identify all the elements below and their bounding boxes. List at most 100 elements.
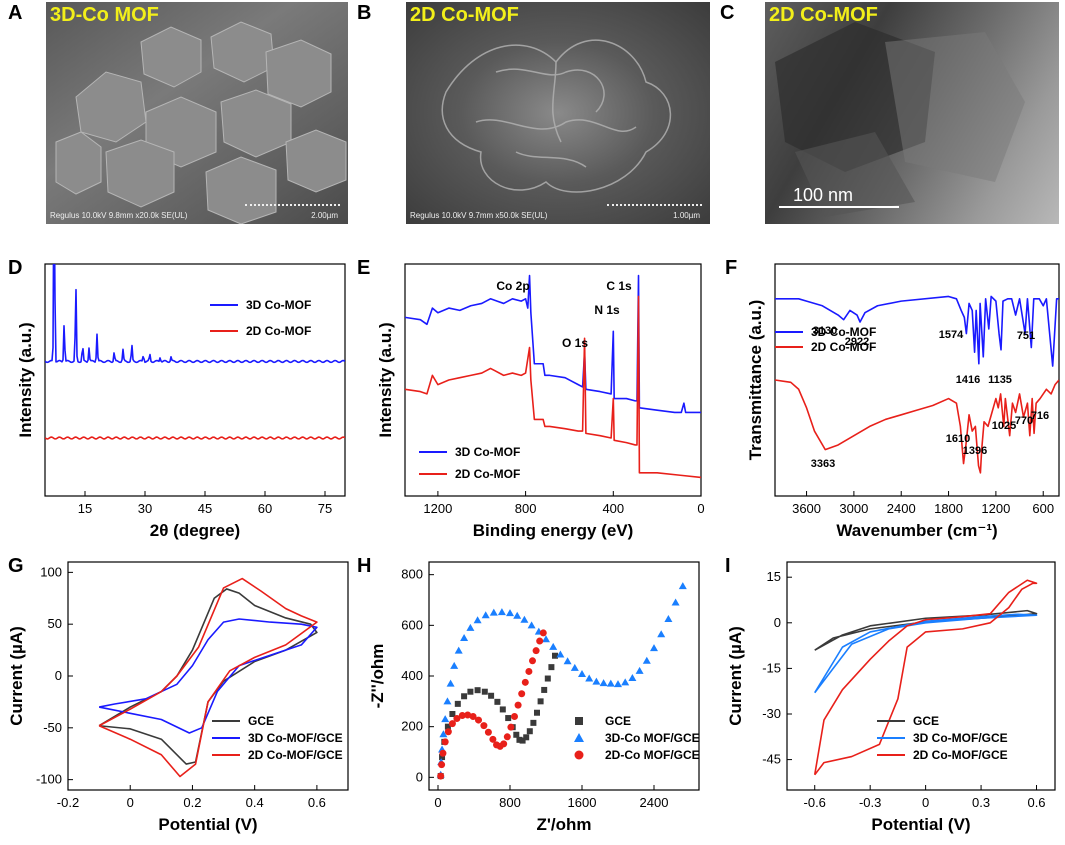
peak-annotation: 716 — [1031, 410, 1049, 422]
peak-annotation: C 1s — [606, 279, 632, 293]
data-point — [438, 761, 446, 769]
data-point — [503, 733, 511, 741]
x-tick-label: 75 — [318, 501, 332, 516]
legend-label: 2D Co-MOF — [811, 340, 876, 354]
series-line — [45, 436, 345, 440]
data-point — [526, 728, 533, 735]
x-tick-label: 2400 — [640, 795, 669, 810]
legend-marker — [575, 717, 583, 725]
data-point — [488, 692, 495, 699]
x-tick-label: 600 — [1032, 501, 1054, 516]
legend-label: 2D Co-MOF/GCE — [248, 748, 343, 762]
series-line — [98, 588, 318, 765]
plot-frame — [44, 263, 346, 497]
x-tick-label: 0 — [922, 795, 929, 810]
peak-annotation: O 1s — [562, 336, 588, 350]
legend-label: 3D Co-MOF — [246, 298, 311, 312]
x-axis-label: Wavenumber (cm⁻¹) — [836, 521, 997, 540]
data-point — [628, 674, 637, 682]
data-point — [507, 723, 515, 731]
data-point — [439, 730, 448, 738]
data-point — [664, 615, 673, 622]
panel-letter-a: A — [8, 2, 23, 24]
series-group — [98, 577, 318, 778]
x-tick-label: 0 — [697, 501, 704, 516]
data-point — [467, 688, 474, 695]
data-point — [443, 697, 452, 705]
data-point — [461, 693, 468, 700]
data-point — [449, 711, 456, 717]
data-point — [585, 674, 594, 682]
y-axis-label: Current (µA) — [726, 626, 745, 726]
x-tick-label: 2400 — [887, 501, 916, 516]
x-tick-label: 3000 — [839, 501, 868, 516]
x-tick-label: -0.3 — [859, 795, 881, 810]
panel-letter-e: E — [357, 257, 370, 279]
x-tick-label: 1800 — [934, 501, 963, 516]
data-point — [469, 713, 477, 721]
data-point — [519, 737, 526, 744]
series-line — [814, 609, 1038, 651]
y-tick-label: 200 — [401, 719, 423, 734]
series-line — [775, 379, 1059, 474]
peak-annotation: 1025 — [992, 420, 1016, 432]
data-point — [489, 608, 498, 616]
scale-bar — [607, 204, 702, 208]
data-point — [514, 701, 522, 709]
series-group — [436, 582, 687, 780]
data-point — [444, 728, 452, 736]
scale-label: 100 nm — [793, 185, 854, 205]
y-tick-label: -50 — [43, 720, 62, 735]
peak-annotation: 3130 — [813, 325, 837, 337]
panel-letter-h: H — [357, 555, 371, 577]
legend-label: 2D-Co MOF/GCE — [605, 748, 700, 762]
sem-crystals-illustration — [55, 21, 347, 224]
panel-letter-c: C — [720, 2, 735, 24]
data-point — [500, 740, 508, 748]
data-point — [527, 621, 536, 629]
x-axis-label: Potential (V) — [871, 815, 970, 834]
data-point — [454, 700, 461, 707]
data-point — [621, 678, 630, 686]
x-tick-label: 0.4 — [246, 795, 264, 810]
y-tick-label: 15 — [767, 569, 781, 584]
micrograph-title: 2D Co-MOF — [769, 4, 878, 26]
sem-info: Regulus 10.0kV 9.7mm x50.0k SE(UL) — [410, 211, 548, 220]
y-axis-label: Current (µA) — [7, 626, 26, 726]
data-point — [678, 582, 687, 590]
data-point — [450, 661, 459, 669]
x-tick-label: 15 — [78, 501, 92, 516]
panel-letter-d: D — [8, 257, 22, 279]
x-tick-label: 30 — [138, 501, 152, 516]
data-point — [453, 715, 461, 723]
data-point — [473, 616, 482, 624]
data-point — [484, 728, 492, 736]
sem-info: Regulus 10.0kV 9.8mm x20.0k SE(UL) — [50, 211, 188, 220]
y-tick-label: -30 — [762, 706, 781, 721]
series-group — [813, 579, 1038, 776]
x-tick-label: 0.2 — [183, 795, 201, 810]
data-point — [505, 715, 512, 722]
data-point — [454, 646, 463, 654]
x-tick-label: -0.6 — [804, 795, 826, 810]
data-point — [537, 698, 544, 705]
x-tick-label: 800 — [515, 501, 537, 516]
data-point — [458, 712, 466, 720]
data-point — [494, 698, 501, 705]
x-axis-label: Z'/ohm — [536, 815, 591, 834]
legend-label: 3D Co-MOF/GCE — [248, 731, 343, 745]
series-line — [775, 295, 1059, 367]
data-point — [544, 675, 551, 682]
data-point — [548, 664, 555, 671]
ftir-chart: F 3600 3000 2400 1800 1200 600 Wavenumber (cm⁻¹… — [725, 257, 1060, 540]
sem-image-3d-co-mof: 3D-Co MOF Regulus 10.0kV 9.8mm x20.0k SE… — [46, 2, 348, 224]
data-point — [657, 630, 666, 638]
y-tick-label: -15 — [762, 660, 781, 675]
y-tick-label: 0 — [774, 615, 781, 630]
xrd-chart: D 15 30 45 60 75 2θ (degree) Intensity (a.u.) 3D… — [8, 257, 346, 540]
peak-annotation: 751 — [1017, 330, 1035, 342]
xps-chart: E 1200 800 400 0 Binding energy (eV) Intensity… — [357, 257, 705, 540]
series-group — [45, 264, 345, 440]
micrograph-title: 2D Co-MOF — [410, 4, 519, 26]
data-point — [523, 734, 530, 741]
